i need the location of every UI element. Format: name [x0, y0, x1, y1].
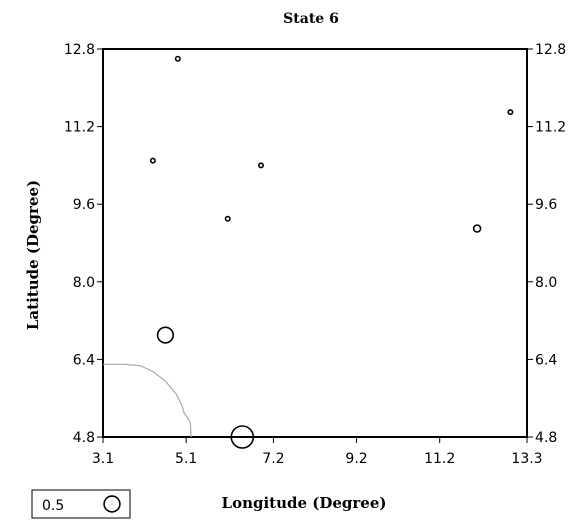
data-point-5 — [472, 224, 482, 233]
x-tick-label: 3.1 — [92, 451, 114, 467]
x-tick-label: 5.1 — [175, 451, 197, 467]
x-tick-label: 13.3 — [511, 451, 542, 467]
y-tick-label-left: 11.2 — [64, 120, 95, 136]
x-tick-label: 7.2 — [262, 451, 284, 467]
y-tick-label-right: 8.0 — [535, 275, 557, 291]
coastline-layer — [103, 363, 192, 438]
data-point-2 — [149, 157, 156, 164]
data-point-8 — [230, 425, 255, 449]
data-point-4 — [224, 215, 231, 222]
x-tick-label: 11.2 — [424, 451, 455, 467]
y-tick-label-right: 11.2 — [535, 120, 566, 136]
y-tick-label-left: 9.6 — [73, 197, 95, 213]
x-tick-label: 9.2 — [345, 451, 367, 467]
y-axis-label: Latitude (Degree) — [24, 180, 42, 330]
y-tick-label-left: 4.8 — [73, 430, 95, 446]
y-tick-label-right: 12.8 — [535, 42, 566, 58]
coastline — [103, 363, 192, 438]
plot-area — [102, 48, 528, 438]
x-axis-label: Longitude (Degree) — [222, 494, 387, 512]
y-tick-label-right: 4.8 — [535, 430, 557, 446]
plot-frame — [102, 48, 528, 438]
y-tick-label-left: 8.0 — [73, 275, 95, 291]
legend-box — [31, 489, 131, 519]
data-point-6 — [507, 109, 514, 116]
points-layer — [149, 55, 514, 449]
y-tick-label-left: 12.8 — [64, 42, 95, 58]
data-point-3 — [257, 162, 264, 169]
legend-marker — [103, 495, 121, 513]
data-point-7 — [156, 326, 174, 344]
legend-label: 0.5 — [42, 498, 64, 514]
legend: 0.5 — [31, 489, 131, 519]
chart-title: State 6 — [283, 11, 339, 27]
y-tick-label-right: 9.6 — [535, 197, 557, 213]
y-tick-label-right: 6.4 — [535, 352, 557, 368]
ticks-layer: 3.1 5.1 7.2 9.2 11.2 13.3 4.8 4.8 6.4 6.4 8.0 8.0 9.… — [64, 42, 566, 467]
data-point-1 — [174, 55, 181, 62]
y-tick-label-left: 6.4 — [73, 352, 95, 368]
